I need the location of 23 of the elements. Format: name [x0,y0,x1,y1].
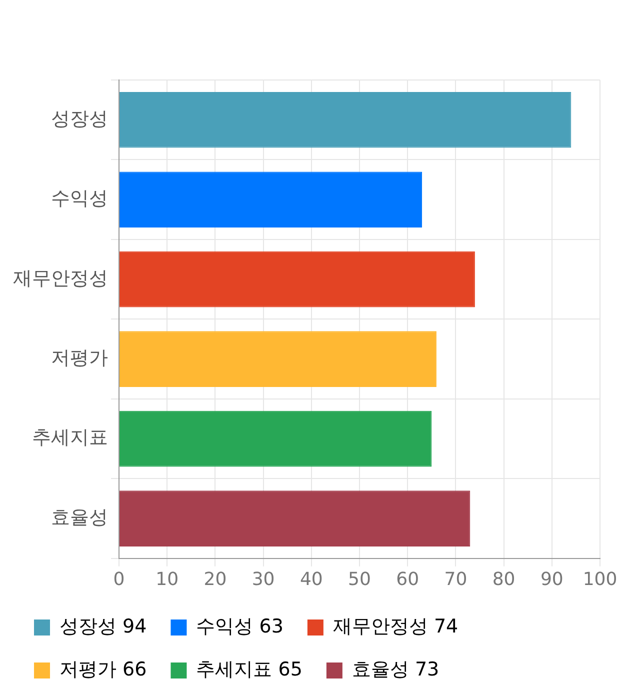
legend-label: 성장성 94 [60,615,147,638]
legend-label: 효율성 73 [352,658,440,680]
x-tick-label: 70 [444,568,468,590]
x-tick-label: 20 [204,568,227,590]
x-tick-label: 90 [540,568,564,590]
legend-label: 저평가 66 [60,658,147,680]
x-tick-label: 80 [492,568,516,590]
x-tick-label: 10 [156,568,179,590]
legend-label: 추세지표 65 [196,658,302,680]
y-tick-label: 추세지표 [32,426,108,449]
y-tick-label: 성장성 [51,108,108,130]
x-tick-label: 60 [396,568,420,590]
x-tick-label: 30 [252,568,275,590]
y-tick-label: 수익성 [51,188,108,210]
legend-label: 재무안정성 74 [332,615,458,638]
x-tick-label: 0 [113,568,125,590]
x-tick-label: 50 [348,568,371,590]
legend-label: 수익성 63 [196,615,284,638]
y-tick-label: 저평가 [51,347,108,370]
x-tick-label: 40 [300,568,323,590]
y-tick-label: 효율성 [51,506,108,528]
x-tick-label: 100 [582,568,618,590]
y-tick-label: 재무안정성 [13,267,108,290]
